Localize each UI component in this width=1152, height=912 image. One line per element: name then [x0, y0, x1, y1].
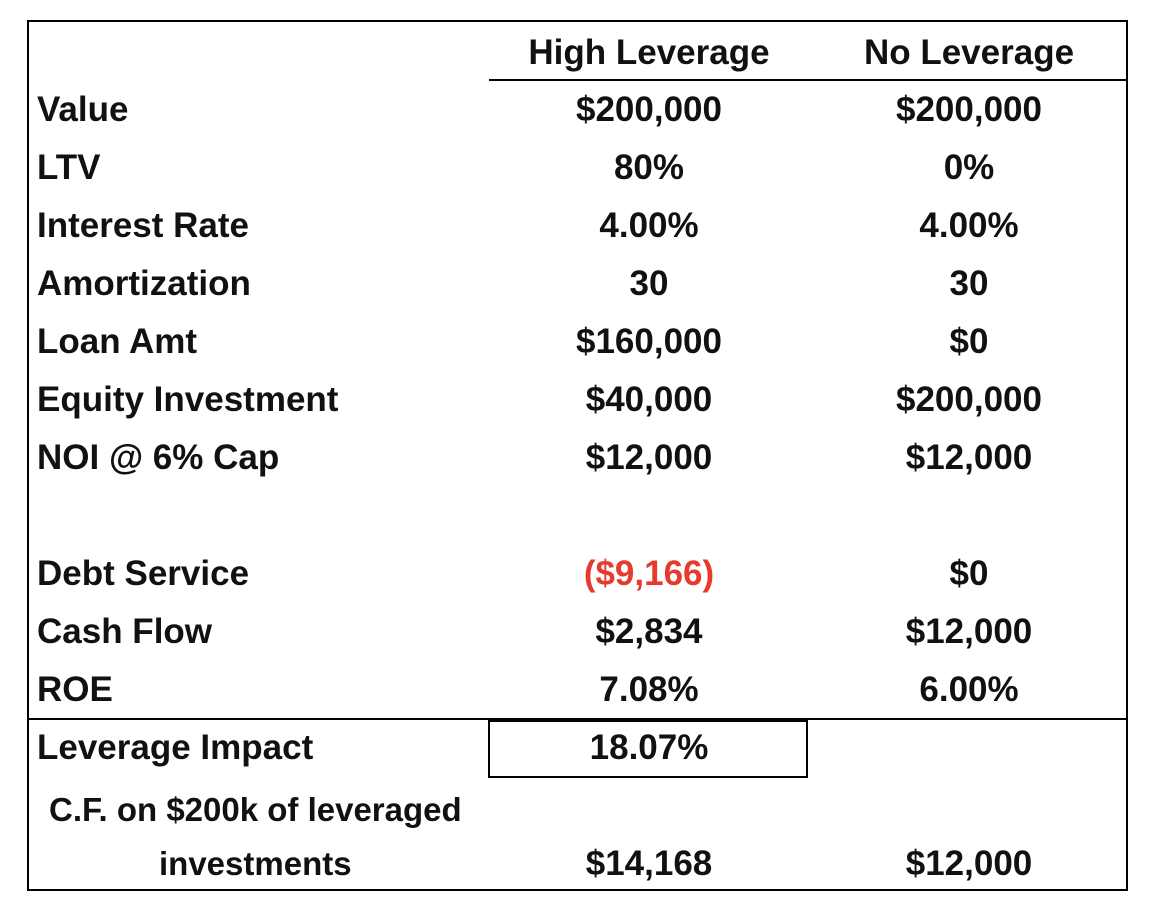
- cf-note-none: $12,000: [905, 844, 1033, 883]
- equity-investment-none: $200,000: [896, 380, 1042, 419]
- row-label-leverage-impact: Leverage Impact: [37, 728, 314, 767]
- roe-none: 6.00%: [919, 670, 1019, 709]
- header-no-leverage: No Leverage: [863, 33, 1075, 72]
- ltv-none: 0%: [943, 148, 995, 187]
- cf-note-line1: C.F. on $200k of leveraged: [49, 791, 462, 828]
- interest-rate-none: 4.00%: [919, 206, 1019, 245]
- row-label-noi: NOI @ 6% Cap: [37, 438, 280, 477]
- row-label-cash-flow: Cash Flow: [37, 612, 213, 651]
- cash-flow-high: $2,834: [595, 612, 703, 651]
- row-label-value: Value: [37, 90, 129, 129]
- noi-none: $12,000: [905, 438, 1033, 477]
- leverage-impact-box: [488, 720, 808, 778]
- section-divider: [29, 718, 1128, 720]
- ltv-high: 80%: [613, 148, 685, 187]
- row-label-ltv: LTV: [37, 148, 101, 187]
- cf-note-high: $14,168: [585, 844, 713, 883]
- cash-flow-none: $12,000: [905, 612, 1033, 651]
- amortization-high: 30: [629, 264, 669, 303]
- spreadsheet-table: High Leverage No Leverage Value $200,000…: [27, 20, 1128, 891]
- row-label-equity-investment: Equity Investment: [37, 380, 339, 419]
- cf-note-line2: investments: [159, 845, 352, 882]
- row-label-interest-rate: Interest Rate: [37, 206, 250, 245]
- loan-amt-high: $160,000: [576, 322, 722, 361]
- header-high-leverage: High Leverage: [528, 33, 770, 72]
- debt-service-high: ($9,166): [583, 554, 715, 593]
- row-label-loan-amt: Loan Amt: [37, 322, 198, 361]
- row-label-roe: ROE: [37, 670, 113, 709]
- amortization-none: 30: [949, 264, 989, 303]
- row-label-amortization: Amortization: [37, 264, 251, 303]
- roe-high: 7.08%: [599, 670, 699, 709]
- equity-investment-high: $40,000: [585, 380, 713, 419]
- debt-service-none: $0: [949, 554, 989, 593]
- value-high: $200,000: [576, 90, 722, 129]
- loan-amt-none: $0: [949, 322, 989, 361]
- value-none: $200,000: [896, 90, 1042, 129]
- row-label-debt-service: Debt Service: [37, 554, 250, 593]
- leverage-impact-value: 18.07%: [589, 728, 709, 767]
- interest-rate-high: 4.00%: [599, 206, 699, 245]
- noi-high: $12,000: [585, 438, 713, 477]
- header-underline: [489, 79, 1128, 81]
